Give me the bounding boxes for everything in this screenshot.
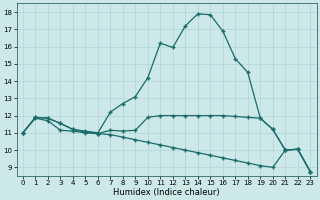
X-axis label: Humidex (Indice chaleur): Humidex (Indice chaleur) [113,188,220,197]
